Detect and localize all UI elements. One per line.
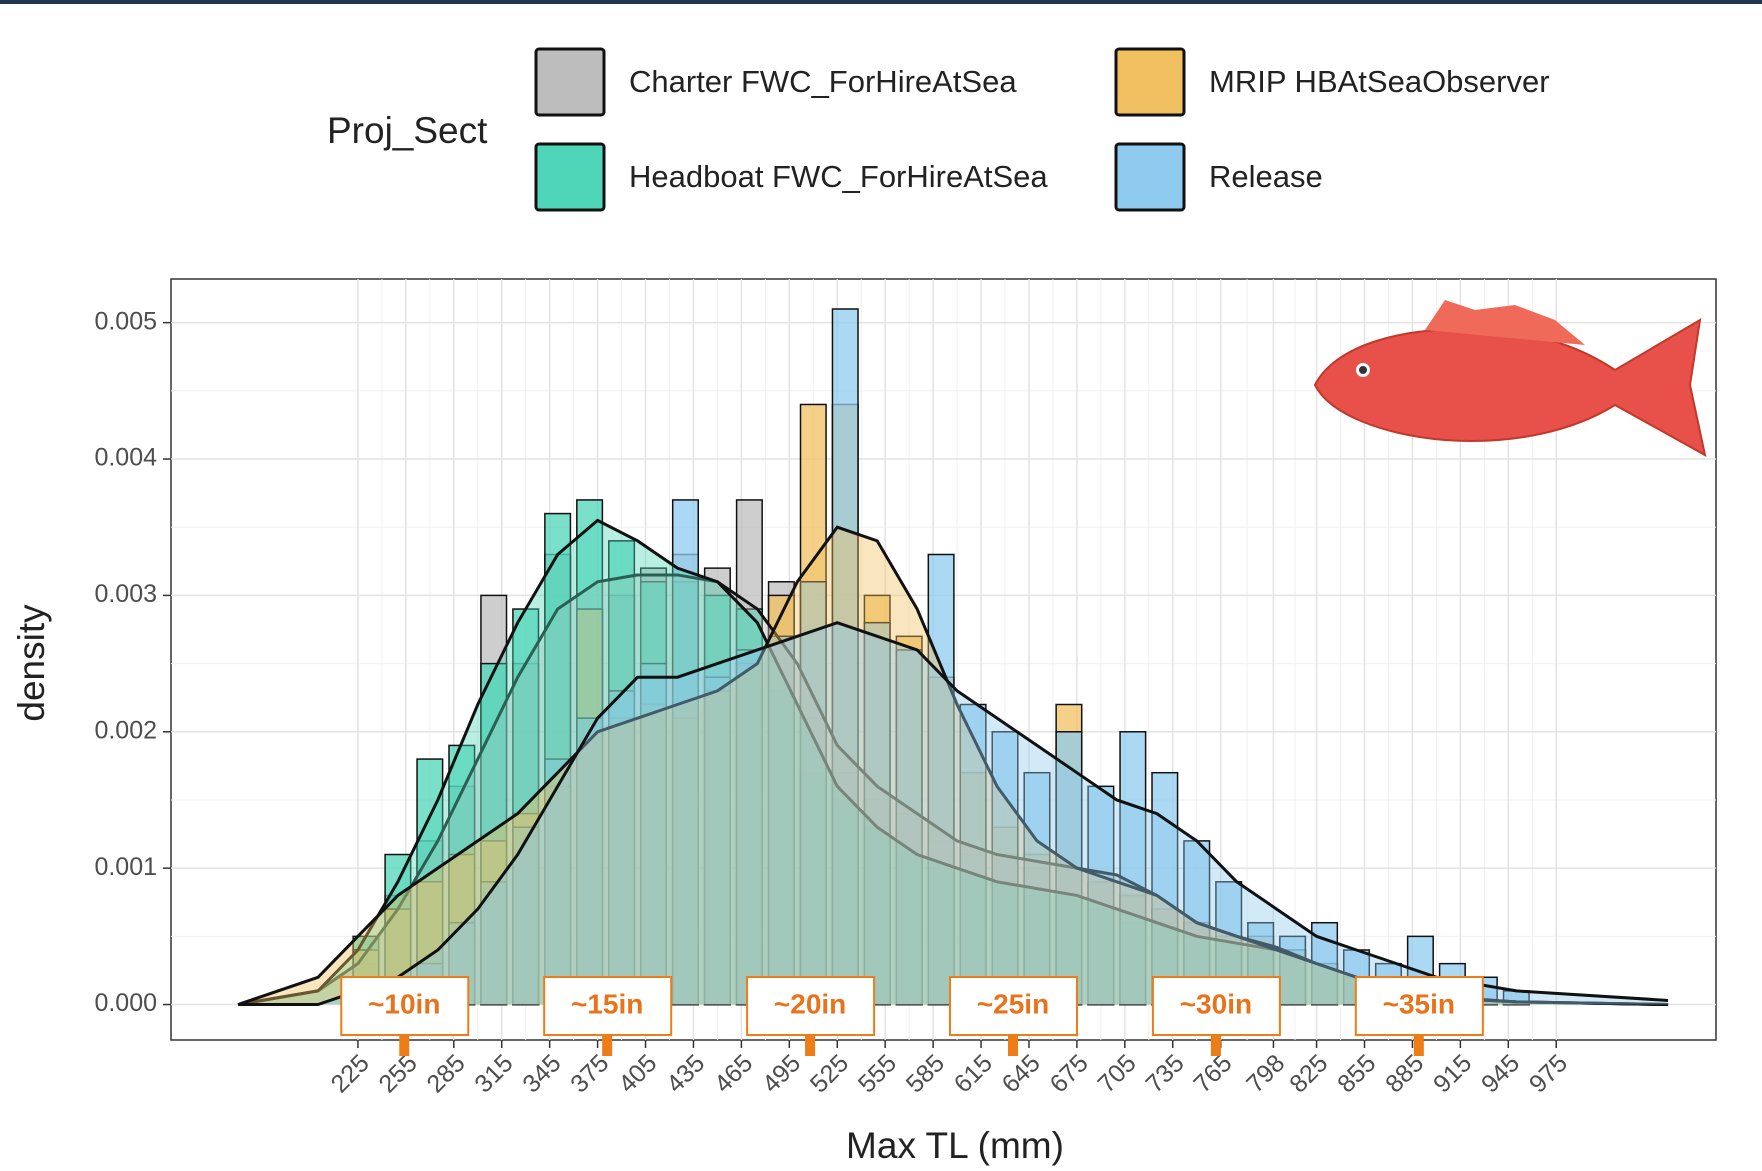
annotation-label: ~35in — [1383, 988, 1455, 1019]
x-tick-label: 855 — [1332, 1049, 1381, 1098]
density-curve — [237, 525, 1669, 1007]
x-tick-label: 975 — [1524, 1049, 1573, 1098]
histogram-bar — [767, 635, 795, 1006]
y-tick-label: 0.003 — [94, 580, 157, 608]
density-curve — [238, 621, 1669, 1007]
x-tick-label: 645 — [997, 1049, 1046, 1098]
annotation-box — [1151, 976, 1281, 1036]
histogram-bar — [576, 717, 604, 1006]
histogram-bar — [608, 690, 636, 1006]
legend-label: Release — [1209, 159, 1323, 194]
x-tick-label: 615 — [949, 1049, 998, 1098]
x-tick-label: 435 — [661, 1049, 710, 1098]
x-tick-label: 885 — [1380, 1049, 1429, 1098]
x-tick-label: 735 — [1140, 1049, 1189, 1098]
y-tick-label: 0.000 — [94, 989, 157, 1017]
x-tick-label: 255 — [373, 1049, 422, 1098]
histogram-bar — [1087, 785, 1115, 1006]
x-tick-label: 555 — [853, 1049, 902, 1098]
legend-title: Proj_Sect — [327, 110, 488, 151]
annotation-marker — [805, 1036, 816, 1056]
legend-key — [1114, 142, 1186, 212]
x-tick-label: 798 — [1241, 1049, 1290, 1098]
x-tick-label: 525 — [805, 1049, 854, 1098]
density-area — [238, 527, 1669, 1005]
x-tick-label: 315 — [469, 1049, 518, 1098]
annotation-box — [746, 976, 876, 1036]
x-tick-label: 825 — [1284, 1049, 1333, 1098]
x-tick-label: 285 — [421, 1049, 470, 1098]
annotation-label: ~20in — [774, 988, 846, 1019]
histogram-bar — [927, 553, 955, 1006]
x-tick-label: 915 — [1428, 1049, 1477, 1098]
histogram-bar — [863, 621, 891, 1006]
density-area — [238, 520, 1669, 1005]
annotation-marker — [399, 1036, 410, 1056]
legend-label: Headboat FWC_ForHireAtSea — [629, 159, 1048, 194]
plot-area: 0.0000.0010.0020.0030.0040.0052252552853… — [94, 279, 1716, 1098]
histogram-bar — [1119, 731, 1147, 1006]
density-area — [238, 574, 1669, 1005]
top-stripe — [0, 0, 1762, 4]
x-tick-label: 675 — [1045, 1049, 1094, 1098]
annotation-label: ~25in — [977, 988, 1049, 1019]
histogram-bar — [831, 308, 859, 1006]
x-tick-label: 465 — [709, 1049, 758, 1098]
fish-illustration — [1313, 300, 1707, 457]
histogram-bar — [991, 731, 1019, 1006]
annotation-marker — [1008, 1036, 1019, 1056]
y-tick-label: 0.002 — [94, 716, 157, 744]
histogram-bar — [895, 649, 923, 1006]
x-tick-label: 585 — [901, 1049, 950, 1098]
y-tick-label: 0.004 — [94, 444, 157, 472]
x-tick-label: 345 — [517, 1049, 566, 1098]
x-axis-title: Max TL (mm) — [846, 1125, 1064, 1166]
legend-key — [1114, 47, 1186, 117]
annotation-box — [949, 976, 1079, 1036]
annotation-box — [543, 976, 673, 1036]
x-tick-label: 405 — [613, 1049, 662, 1098]
annotation-label: ~15in — [571, 988, 643, 1019]
legend-label: Charter FWC_ForHireAtSea — [629, 64, 1017, 99]
annotation-marker — [602, 1036, 613, 1056]
annotation-label: ~30in — [1180, 988, 1252, 1019]
annotation-marker — [1413, 1036, 1424, 1056]
y-tick-label: 0.001 — [94, 853, 157, 881]
density-area — [238, 622, 1669, 1005]
x-tick-label: 225 — [326, 1049, 375, 1098]
histogram-bar — [1151, 771, 1179, 1006]
x-tick-label: 375 — [565, 1049, 614, 1098]
annotation-box — [1354, 976, 1484, 1036]
x-tick-label: 945 — [1476, 1049, 1525, 1098]
legend-label: MRIP HBAtSeaObserver — [1209, 64, 1550, 99]
y-tick-label: 0.005 — [94, 307, 157, 335]
histogram-bar — [703, 676, 731, 1006]
histogram-bar — [512, 826, 540, 1006]
x-tick-label: 495 — [757, 1049, 806, 1098]
legend-key — [534, 142, 606, 212]
histogram-bar — [480, 881, 508, 1006]
x-tick-label: 705 — [1092, 1049, 1141, 1098]
histogram-bar — [671, 499, 699, 1006]
annotation-box — [340, 976, 470, 1036]
histogram-bar — [735, 649, 763, 1006]
histogram-bar — [1279, 935, 1307, 1006]
y-axis-title: density — [11, 604, 52, 722]
legend-key — [534, 47, 606, 117]
annotation-marker — [1210, 1036, 1221, 1056]
histogram-bar — [799, 581, 827, 1006]
histogram-bar — [639, 662, 668, 1006]
x-tick-label: 765 — [1188, 1049, 1237, 1098]
annotation-label: ~10in — [368, 988, 440, 1019]
